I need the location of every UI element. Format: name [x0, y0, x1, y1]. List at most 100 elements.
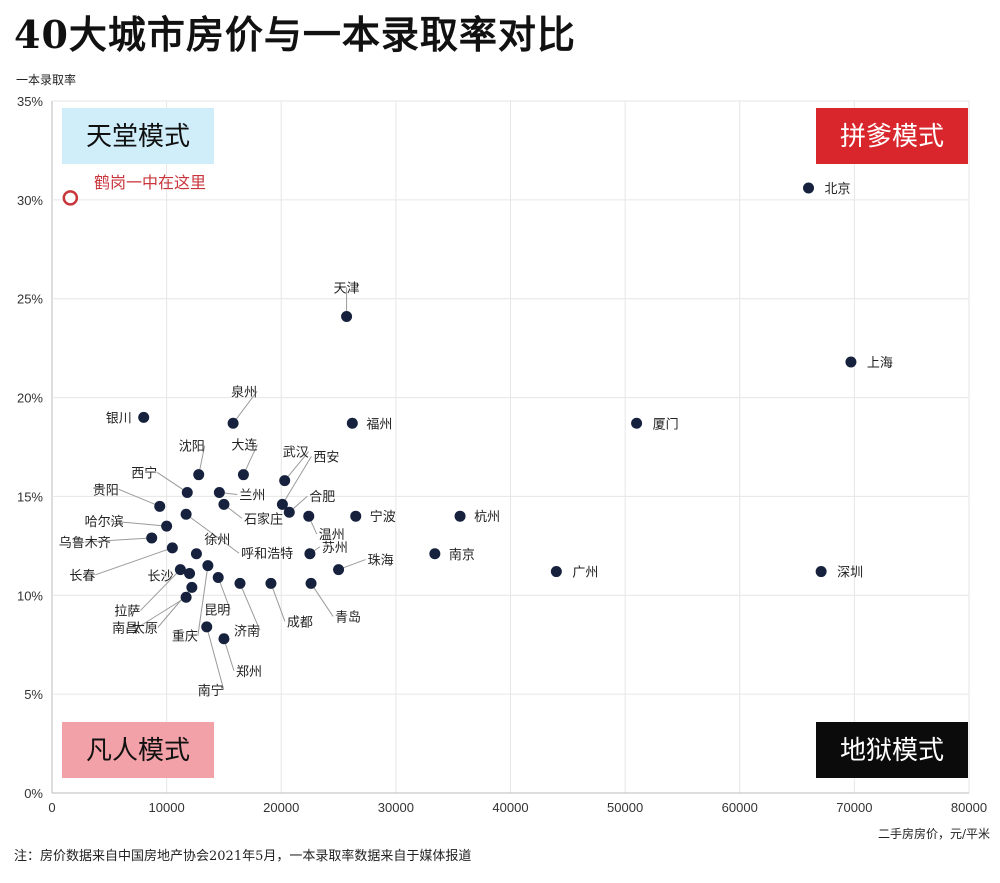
data-point [429, 548, 441, 560]
data-point [180, 508, 192, 520]
data-point [174, 564, 186, 576]
point-label: 广州 [572, 566, 598, 581]
point-label: 长春 [69, 569, 95, 584]
leader-line [197, 565, 209, 636]
y-axis-label: 一本录取率 [16, 72, 76, 87]
x-tick-label: 10000 [149, 800, 185, 815]
highlight-label: 鹤岗一中在这里 [94, 174, 206, 192]
data-point [193, 469, 205, 481]
axis-ticks: 0 10000 20000 30000 40000 50000 60000 70000 8000… [17, 94, 987, 815]
leader-line [156, 472, 188, 493]
data-point [186, 581, 198, 593]
y-tick-label: 0% [24, 786, 43, 801]
data-point [815, 566, 827, 578]
point-label: 徐州 [204, 533, 230, 548]
x-axis-label: 二手房房价，元/平米 [878, 826, 990, 841]
leader-line [140, 569, 181, 611]
data-point [166, 542, 178, 554]
x-tick-label: 20000 [263, 800, 299, 815]
data-point [350, 510, 362, 522]
data-point [803, 182, 815, 194]
y-tick-label: 15% [17, 489, 43, 504]
point-label: 北京 [825, 182, 851, 197]
leader-line [185, 513, 240, 554]
point-label: 温州 [319, 528, 345, 543]
point-label: 西宁 [131, 465, 157, 481]
point-label: 昆明 [204, 603, 230, 618]
point-label: 合肥 [309, 490, 335, 505]
leader-line [206, 626, 225, 691]
quadrant-label: 拼爹模式 [840, 122, 944, 152]
grid-lines [51, 100, 970, 794]
x-tick-label: 70000 [836, 800, 872, 815]
data-point [265, 577, 277, 589]
point-label: 重庆 [172, 629, 198, 645]
leader-line [110, 520, 167, 527]
data-point [279, 475, 291, 487]
quadrant-top-left: 天堂模式 [62, 108, 214, 164]
data-point [283, 506, 295, 518]
data-point [218, 498, 230, 510]
leader-line [239, 583, 261, 631]
data-point [138, 411, 150, 423]
point-label: 宁波 [370, 509, 396, 525]
point-label: 西安 [313, 450, 339, 465]
data-point [550, 566, 562, 578]
label-leader-lines [84, 287, 366, 691]
data-point [341, 311, 353, 323]
leader-line [242, 444, 258, 475]
data-point [212, 571, 224, 583]
leader-line [223, 638, 235, 671]
point-label: 深圳 [837, 566, 863, 581]
point-label: 南京 [449, 547, 475, 563]
point-label: 青岛 [335, 609, 361, 625]
chart-title: 40大城市房价与一本录取率对比 [14, 12, 576, 57]
point-label: 武汉 [283, 446, 309, 461]
point-label: 贵阳 [93, 483, 119, 498]
data-point [213, 486, 225, 498]
leader-line [232, 390, 258, 424]
y-tick-label: 30% [17, 193, 43, 208]
data-point [161, 520, 173, 532]
data-point [304, 548, 316, 560]
point-label: 郑州 [236, 665, 262, 680]
point-label: 银川 [106, 411, 132, 426]
data-point [181, 486, 193, 498]
data-point [201, 621, 213, 633]
quadrant-bottom-left: 凡人模式 [62, 722, 214, 778]
x-tick-label: 40000 [492, 800, 528, 815]
highlight-marker [62, 190, 79, 206]
footnote: 注：房价数据来自中国房地产协会2021年5月，一本录取率数据来自于媒体报道 [14, 849, 472, 864]
point-label: 上海 [867, 356, 893, 371]
quadrant-bottom-right: 地狱模式 [816, 722, 968, 778]
data-point [305, 577, 317, 589]
leader-line [95, 547, 173, 576]
leader-line [270, 583, 286, 622]
data-point [845, 356, 857, 368]
point-label: 珠海 [368, 554, 394, 569]
data-point [146, 532, 158, 544]
point-label: 哈尔滨 [85, 514, 124, 530]
y-tick-label: 25% [17, 292, 43, 307]
quadrant-label: 地狱模式 [840, 736, 944, 766]
point-label: 南昌 [112, 620, 138, 636]
leader-line [284, 451, 310, 481]
point-label: 福州 [366, 417, 392, 432]
data-point [227, 417, 239, 429]
data-point [237, 469, 249, 481]
leader-line [217, 577, 231, 610]
data-point [234, 577, 246, 589]
x-tick-label: 0 [48, 800, 55, 815]
y-tick-label: 10% [17, 588, 43, 603]
point-label: 南宁 [198, 683, 224, 699]
point-label: 济南 [234, 623, 260, 639]
data-point [333, 564, 345, 576]
point-label: 杭州 [474, 510, 500, 525]
x-tick-label: 30000 [378, 800, 414, 815]
x-tick-label: 60000 [722, 800, 758, 815]
leader-line [118, 488, 160, 507]
x-tick-label: 80000 [951, 800, 987, 815]
